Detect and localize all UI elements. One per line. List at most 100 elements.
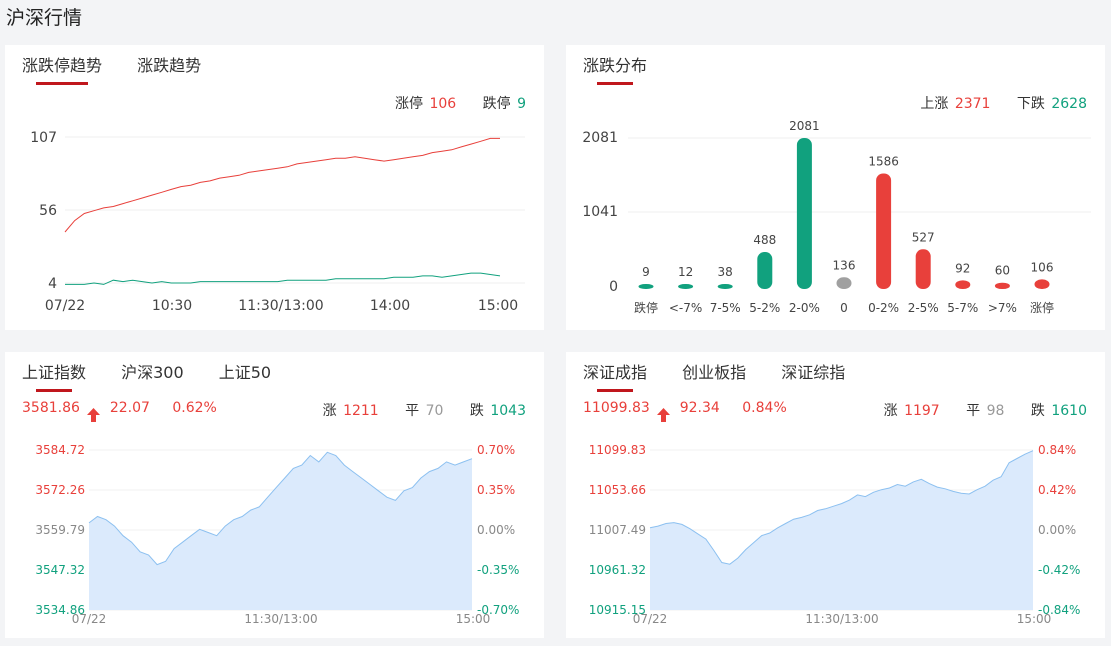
index-change: 22.07	[109, 400, 150, 416]
sz-index-tabs: 深证成指 创业板指 深证综指	[583, 362, 875, 392]
limit-up-label: 涨停	[394, 96, 423, 112]
bar	[994, 282, 1010, 289]
category-label: 2-5%	[908, 301, 939, 315]
up-total-value: 2371	[954, 96, 991, 112]
index-price: 11099.83	[583, 400, 650, 416]
down-count-label: 跌	[1030, 403, 1045, 419]
x-tick: 07/22	[45, 298, 85, 314]
y-right-tick: -0.70%	[477, 603, 519, 617]
x-tick: 15:00	[1017, 612, 1052, 626]
tab-csi300[interactable]: 沪深300	[121, 363, 184, 382]
limit-up-value: 106	[429, 96, 457, 112]
distribution-tabs: 涨跌分布	[583, 55, 677, 85]
down-count: 1610	[1051, 403, 1087, 419]
y-left-tick: 10961.32	[589, 563, 646, 577]
y-right-tick: 0.70%	[477, 443, 515, 457]
bar	[678, 284, 694, 289]
limit-down-label: 跌停	[482, 96, 511, 112]
down-count-label: 跌	[469, 403, 484, 419]
category-label: <-7%	[669, 301, 702, 315]
down-total-value: 2628	[1051, 96, 1087, 112]
tab-chinext[interactable]: 创业板指	[682, 363, 747, 382]
index-change-pct: 0.84%	[742, 400, 787, 416]
bar-value-label: 1586	[868, 154, 899, 168]
y-tick-mid: 1041	[582, 204, 618, 220]
index-change-pct: 0.62%	[172, 400, 217, 416]
y-right-tick: -0.42%	[1038, 563, 1080, 577]
sz-index-chart: 11099.83 11053.66 11007.49 10961.32 10915.15…	[589, 443, 1081, 626]
y-left-tick: 3534.86	[35, 603, 85, 617]
category-label: 2-0%	[789, 301, 820, 315]
bar	[876, 173, 892, 289]
series-line	[64, 137, 500, 233]
tab-sh-composite[interactable]: 上证指数	[22, 363, 87, 392]
category-label: 5-7%	[947, 301, 978, 315]
tab-distribution[interactable]: 涨跌分布	[583, 56, 648, 85]
sz-index-summary: 11099.83 92.34 0.84% 涨 1197 平 98 跌 1610	[583, 400, 1087, 422]
page-title: 沪深行情	[6, 7, 83, 29]
x-tick: 15:00	[456, 612, 491, 626]
y-tick-bottom: 0	[609, 279, 618, 295]
x-tick: 11:30/13:00	[238, 298, 323, 314]
tab-sz-component[interactable]: 深证成指	[583, 363, 648, 392]
limit-trend-panel: 涨跌停趋势 涨跌趋势 涨停 106 跌停 9 107 56 4 07/22 10…	[5, 45, 544, 330]
bar	[757, 252, 773, 289]
y-left-tick: 3559.79	[35, 523, 85, 537]
bar-value-label: 527	[912, 230, 935, 244]
limit-trend-chart: 107 56 4 07/22 10:30 11:30/13:00 14:00 1…	[30, 130, 525, 314]
sh-index-tabs: 上证指数 沪深300 上证50	[22, 362, 301, 392]
bar	[717, 284, 733, 289]
down-total-label: 下跌	[1016, 96, 1045, 112]
limit-stats: 涨停 106 跌停 9	[393, 93, 526, 113]
distribution-chart: 2081 1041 0 9 跌停 12 <-7% 38 7-5% 488 5-2% 2081 2-…	[582, 119, 1091, 315]
x-tick: 11:30/13:00	[805, 612, 878, 626]
bar-value-label: 136	[833, 258, 856, 272]
flat-count: 70	[425, 403, 444, 419]
x-tick: 07/22	[72, 612, 107, 626]
x-tick: 14:00	[370, 298, 410, 314]
x-tick: 07/22	[633, 612, 668, 626]
bar-value-label: 38	[718, 265, 733, 279]
series-line	[88, 451, 473, 566]
index-price: 3581.86	[22, 400, 80, 416]
bar-value-label: 2081	[789, 119, 820, 133]
tab-limit-trend[interactable]: 涨跌停趋势	[22, 56, 103, 85]
y-tick-bottom: 4	[48, 276, 57, 292]
y-right-tick: 0.00%	[477, 523, 515, 537]
y-tick-mid: 56	[39, 203, 57, 219]
bar	[638, 284, 654, 289]
sh-index-summary: 3581.86 22.07 0.62% 涨 1211 平 70 跌 1043	[22, 400, 526, 422]
y-right-tick: -0.84%	[1038, 603, 1080, 617]
y-right-tick: 0.00%	[1038, 523, 1076, 537]
tab-sse50[interactable]: 上证50	[218, 363, 272, 382]
up-total-label: 上涨	[920, 96, 949, 112]
bar	[955, 280, 971, 289]
y-right-tick: -0.35%	[477, 563, 519, 577]
y-left-tick: 3584.72	[35, 443, 85, 457]
bar-value-label: 12	[678, 265, 693, 279]
tab-up-down-trend[interactable]: 涨跌趋势	[137, 56, 202, 75]
category-label: 跌停	[634, 300, 658, 315]
tab-sz-composite[interactable]: 深证综指	[781, 363, 846, 382]
up-count-label: 涨	[883, 403, 898, 419]
y-left-tick: 11099.83	[589, 443, 646, 457]
y-left-tick: 11053.66	[589, 483, 646, 497]
limit-down-value: 9	[517, 96, 526, 112]
category-label: 7-5%	[710, 301, 741, 315]
series-line	[649, 450, 1034, 565]
y-right-tick: 0.35%	[477, 483, 515, 497]
category-label: 5-2%	[749, 301, 780, 315]
flat-count: 98	[986, 403, 1005, 419]
bar	[836, 277, 852, 289]
y-left-tick: 3572.26	[35, 483, 85, 497]
flat-count-label: 平	[405, 403, 420, 419]
bar	[1034, 279, 1050, 289]
y-left-tick: 10915.15	[589, 603, 646, 617]
up-count: 1211	[343, 403, 379, 419]
y-right-tick: 0.84%	[1038, 443, 1076, 457]
category-label: 0-2%	[868, 301, 899, 315]
up-count-label: 涨	[322, 403, 337, 419]
series-line	[65, 272, 501, 285]
y-left-tick: 11007.49	[589, 523, 646, 537]
x-tick: 11:30/13:00	[244, 612, 317, 626]
